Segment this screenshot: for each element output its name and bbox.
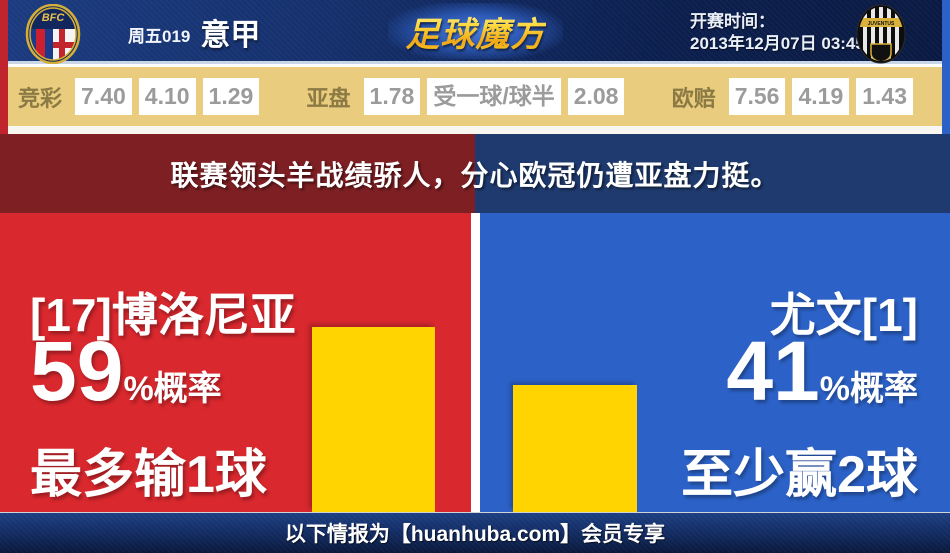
center-divider (471, 213, 480, 512)
home-probability-suffix: %概率 (123, 370, 222, 408)
separator-strip (0, 126, 950, 134)
league-name: 意甲 (200, 19, 261, 52)
site-logo-text: 足球魔方 (406, 7, 546, 56)
header: BFC 周五019 意甲 足球魔方 开赛时间： 2013年12月07日 03:4… (0, 0, 950, 64)
headline-banner: 联赛领头羊战绩骄人，分心欧冠仍遭亚盘力挺。 (0, 134, 950, 213)
headline-text: 联赛领头羊战绩骄人，分心欧冠仍遭亚盘力挺。 (170, 159, 780, 191)
kickoff-time-block: 开赛时间： 2013年12月07日 03:45 (690, 11, 865, 55)
home-outcome: 最多输1球 (30, 446, 267, 504)
member-notice: 以下情报为【huanhuba.com】会员专享 (284, 523, 666, 546)
odds-value: 1.78 (363, 78, 421, 115)
away-probability-number: 41 (726, 324, 820, 418)
odds-value: 4.10 (138, 78, 196, 115)
match-number: 周五019 (128, 26, 191, 46)
left-edge-stripe (0, 0, 8, 134)
odds-group-sports-lottery: 竞彩 7.40 4.10 1.29 (18, 78, 260, 115)
odds-value: 7.40 (75, 78, 132, 115)
odds-label-european-odds: 欧赔 (671, 85, 716, 111)
odds-label-sports-lottery: 竞彩 (18, 85, 63, 111)
juventus-crest-icon: JUVENTUS (856, 4, 906, 64)
kickoff-label: 开赛时间： (690, 12, 775, 31)
odds-label-asian-handicap: 亚盘 (306, 85, 351, 111)
away-outcome: 至少赢2球 (681, 446, 918, 504)
odds-bar: 竞彩 7.40 4.10 1.29 亚盘 1.78 受一球/球半 2.08 欧赔… (0, 67, 950, 126)
right-edge-stripe (942, 0, 950, 134)
home-probability-bar (312, 327, 435, 512)
odds-group-european-odds: 欧赔 7.56 4.19 1.43 (672, 78, 913, 115)
home-probability-number: 59 (30, 324, 124, 418)
away-probability-bar (513, 385, 637, 512)
kickoff-time: 2013年12月07日 03:45 (690, 34, 865, 53)
banner-away-background (475, 134, 950, 213)
odds-value: 1.29 (202, 78, 260, 115)
home-team-name: [17]博洛尼亚 (30, 289, 296, 341)
handicap-line-value: 受一球/球半 (427, 78, 561, 115)
odds-value: 1.43 (856, 78, 913, 115)
site-logo: 足球魔方 (388, 3, 563, 59)
home-probability: 59%概率 (30, 329, 222, 413)
away-team-name: 尤文[1] (769, 289, 918, 341)
odds-value: 4.19 (792, 78, 850, 115)
away-probability-suffix: %概率 (819, 370, 918, 408)
bologna-crest-icon: BFC (25, 4, 81, 64)
prediction-area: [17]博洛尼亚 59%概率 最多输1球 尤文[1] 41%概率 至少赢2球 (0, 213, 950, 512)
odds-value: 7.56 (728, 78, 786, 115)
banner-home-background (0, 134, 475, 213)
odds-value: 2.08 (567, 78, 625, 115)
juventus-crest-text: JUVENTUS (868, 21, 895, 27)
odds-group-asian-handicap: 亚盘 1.78 受一球/球半 2.08 (307, 78, 625, 115)
bologna-crest-text: BFC (42, 12, 66, 24)
footer: 以下情报为【huanhuba.com】会员专享 (0, 512, 950, 553)
match-title: 周五019 意甲 (128, 0, 260, 64)
away-probability: 41%概率 (726, 329, 918, 413)
